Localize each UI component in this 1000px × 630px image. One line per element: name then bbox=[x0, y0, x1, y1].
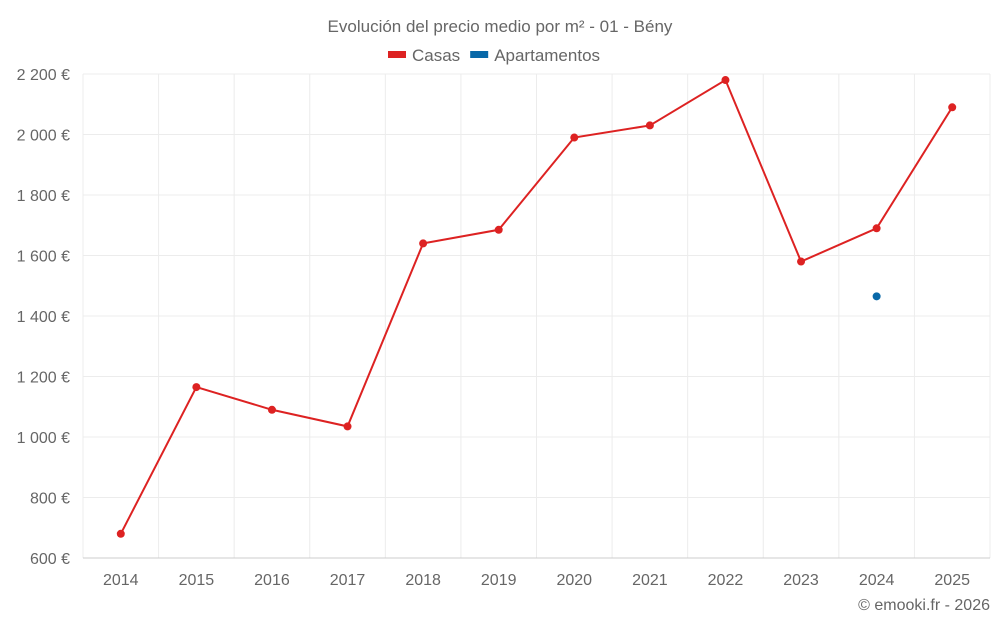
legend: Casas Apartamentos bbox=[388, 46, 600, 65]
x-tick-label: 2023 bbox=[783, 572, 819, 589]
series bbox=[116, 76, 957, 538]
x-tick-label: 2022 bbox=[708, 572, 744, 589]
y-tick-label: 1 600 € bbox=[17, 249, 70, 266]
series-line-casas bbox=[119, 78, 954, 535]
x-tick-label: 2020 bbox=[556, 572, 592, 589]
x-tick-label: 2025 bbox=[934, 572, 970, 589]
y-tick-label: 1 000 € bbox=[17, 430, 70, 447]
chart-title: Evolución del precio medio por m² - 01 -… bbox=[328, 17, 673, 36]
credit-text: © emooki.fr - 2026 bbox=[858, 597, 990, 614]
data-point-casas[interactable] bbox=[721, 76, 730, 85]
x-tick-label: 2018 bbox=[405, 572, 441, 589]
data-point-casas[interactable] bbox=[797, 257, 806, 266]
data-point-casas[interactable] bbox=[192, 383, 201, 392]
data-point-casas[interactable] bbox=[570, 133, 579, 142]
y-tick-label: 2 000 € bbox=[17, 128, 70, 145]
y-tick-label: 600 € bbox=[30, 551, 70, 568]
y-tick-label: 800 € bbox=[30, 491, 70, 508]
y-tick-label: 1 800 € bbox=[17, 188, 70, 205]
x-tick-label: 2014 bbox=[103, 572, 139, 589]
data-point-casas[interactable] bbox=[419, 239, 428, 248]
x-tick-label: 2015 bbox=[179, 572, 215, 589]
legend-swatch-casas bbox=[388, 51, 406, 58]
x-tick-label: 2021 bbox=[632, 572, 668, 589]
y-tick-label: 2 200 € bbox=[17, 67, 70, 84]
data-point-casas[interactable] bbox=[267, 405, 276, 414]
data-point-casas[interactable] bbox=[645, 121, 654, 130]
x-tick-label: 2024 bbox=[859, 572, 895, 589]
grid bbox=[82, 73, 991, 559]
x-tick-label: 2016 bbox=[254, 572, 290, 589]
axes: 600 € 800 € 1 000 € 1 200 € 1 400 € 1 600 € 1 … bbox=[17, 67, 990, 589]
data-point-casas[interactable] bbox=[343, 422, 352, 431]
data-point-casas[interactable] bbox=[116, 529, 125, 538]
legend-swatch-apartamentos bbox=[470, 51, 489, 58]
data-point-casas[interactable] bbox=[948, 103, 957, 112]
legend-item-casas[interactable]: Casas bbox=[412, 46, 460, 65]
x-tick-label: 2019 bbox=[481, 572, 517, 589]
data-point-casas[interactable] bbox=[872, 224, 881, 233]
y-tick-label: 1 400 € bbox=[17, 309, 70, 326]
data-point-casas[interactable] bbox=[494, 225, 503, 234]
legend-item-apartamentos[interactable]: Apartamentos bbox=[494, 46, 600, 65]
x-tick-label: 2017 bbox=[330, 572, 366, 589]
data-point-apartamentos[interactable] bbox=[872, 292, 881, 301]
y-tick-label: 1 200 € bbox=[17, 370, 70, 387]
